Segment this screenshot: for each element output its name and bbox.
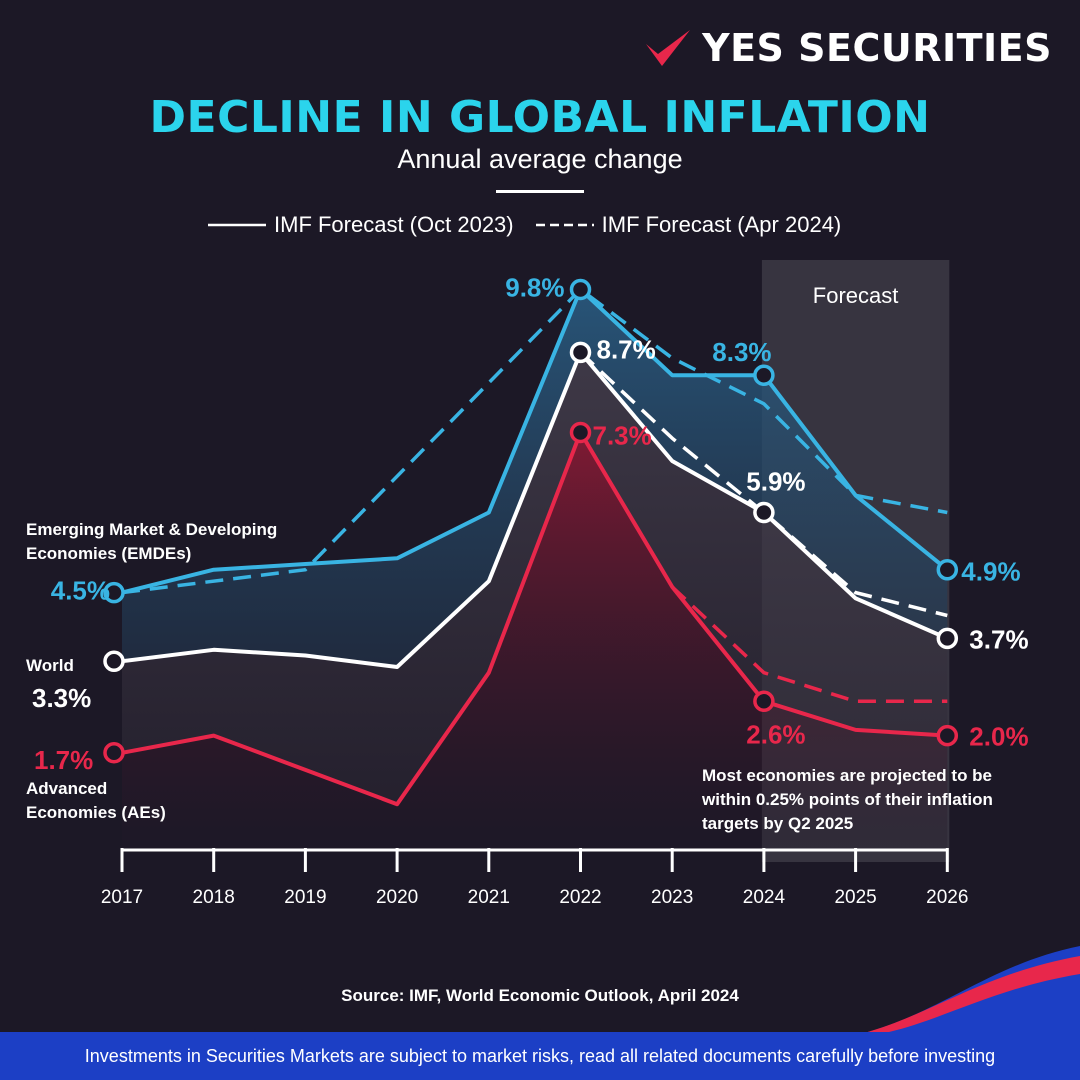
x-tick-label: 2025 [834, 887, 876, 908]
world-line-apr-2024 [579, 351, 948, 618]
emdes-series-label: Economies (EMDEs) [26, 544, 191, 563]
x-tick-label: 2020 [376, 887, 418, 908]
brand-logo: YES SECURITIES [644, 26, 1052, 70]
aes-series-label: Economies (AEs) [26, 803, 166, 822]
checkmark-logo-icon [646, 30, 691, 66]
world-area [122, 352, 948, 805]
emdes-line-apr-2024 [121, 287, 948, 595]
disclaimer-bar: Investments in Securities Markets are su… [0, 1032, 1080, 1080]
aes-line-apr-2024 [671, 585, 948, 704]
aes-marker [569, 421, 592, 444]
emdes-value-label: 8.3% [712, 337, 771, 367]
forecast-note: targets by Q2 2025 [702, 814, 853, 833]
x-tick-label: 2024 [743, 887, 786, 908]
emdes-value-label: 4.9% [961, 557, 1020, 587]
emdes-line-oct-2023 [121, 287, 949, 595]
world-line-oct-2023 [121, 350, 949, 669]
world-value-label: 8.7% [597, 334, 656, 364]
emdes-area [122, 289, 948, 667]
emdes-marker [103, 581, 125, 604]
world-marker [569, 341, 592, 364]
solid-line-swatch-icon [208, 223, 266, 227]
source-note: Source: IMF, World Economic Outlook, Apr… [341, 986, 739, 1005]
emdes-value-label: 9.8% [505, 272, 564, 302]
dashed-line-swatch-icon [535, 223, 594, 227]
world-value-label: 3.3% [32, 683, 91, 713]
x-tick-label: 2023 [651, 887, 693, 908]
decorative-wave-icon [860, 946, 1080, 1034]
forecast-note: Most economies are projected to be [702, 766, 992, 785]
brand-name: YES SECURITIES [702, 26, 1052, 70]
world-marker [103, 650, 125, 672]
aes-value-label: 7.3% [593, 420, 652, 450]
x-tick-label: 2019 [284, 887, 326, 908]
x-tick-label: 2022 [559, 887, 601, 908]
world-value-label: 3.7% [969, 624, 1028, 654]
legend-solid: IMF Forecast (Oct 2023) [208, 212, 514, 238]
aes-marker [753, 690, 775, 713]
aes-marker [103, 742, 125, 764]
chart-legend: IMF Forecast (Oct 2023) IMF Forecast (Ap… [208, 212, 841, 238]
legend-dashed-label: IMF Forecast (Apr 2024) [601, 212, 842, 237]
x-tick-label: 2017 [101, 887, 143, 908]
aes-value-label: 2.6% [746, 719, 805, 749]
aes-value-label: 2.0% [969, 722, 1028, 752]
emdes-marker [936, 558, 959, 581]
aes-series-label: Advanced [26, 779, 107, 798]
page-subtitle: Annual average change [397, 144, 683, 174]
world-marker [936, 627, 959, 650]
world-value-label: 5.9% [746, 467, 805, 497]
page-title: DECLINE IN GLOBAL INFLATION [149, 92, 931, 143]
world-marker [753, 501, 775, 524]
aes-line-oct-2023 [121, 430, 948, 807]
x-tick-label: 2018 [193, 887, 235, 908]
x-tick-label: 2026 [926, 887, 968, 908]
emdes-series-label: Emerging Market & Developing [26, 520, 277, 539]
forecast-note: within 0.25% points of their inflation [701, 790, 993, 809]
title-divider [496, 190, 584, 193]
aes-value-label: 1.7% [34, 745, 93, 775]
aes-marker [936, 724, 959, 747]
legend-solid-label: IMF Forecast (Oct 2023) [274, 212, 514, 237]
emdes-marker [569, 278, 592, 301]
legend-dashed: IMF Forecast (Apr 2024) [535, 212, 842, 238]
world-series-label: World [26, 656, 74, 675]
aes-area [122, 432, 948, 850]
forecast-band-label: Forecast [813, 283, 899, 308]
emdes-marker [753, 364, 775, 386]
emdes-value-label: 4.5% [51, 576, 110, 606]
x-tick-label: 2021 [468, 887, 510, 908]
inflation-chart: 2017 2018 2019 2020 2021 2022 2023 2024 2025 2026… [26, 260, 1029, 908]
